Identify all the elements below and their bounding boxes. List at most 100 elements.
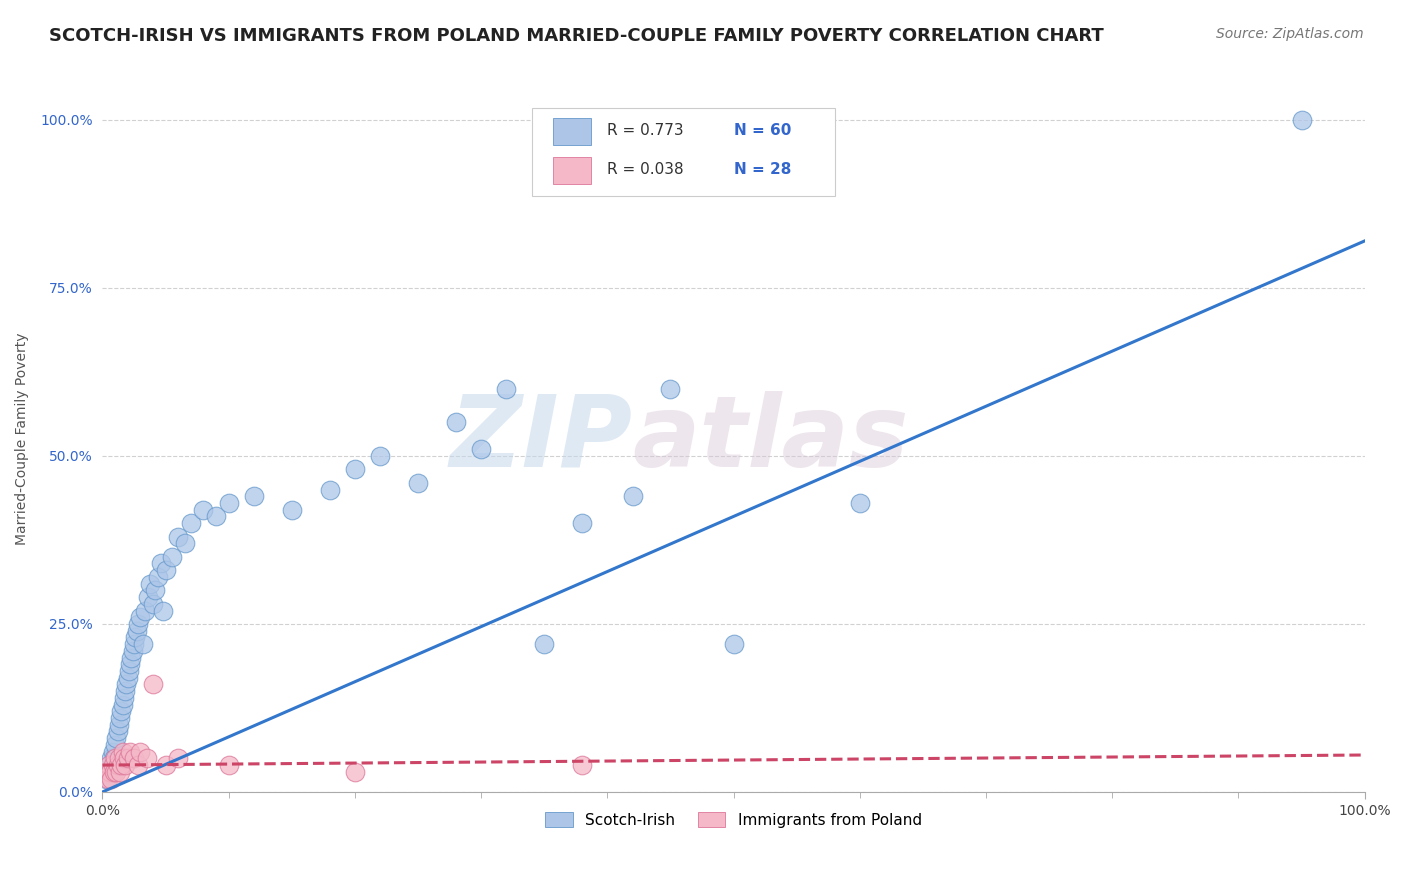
Point: [145, 583, 167, 598]
Point: [155, 758, 177, 772]
Point: [121, 644, 143, 658]
Point: [368, 449, 391, 463]
Point: [571, 758, 593, 772]
Point: [120, 657, 142, 672]
Point: [105, 764, 128, 779]
Point: [114, 758, 136, 772]
Point: [104, 751, 127, 765]
Point: [281, 502, 304, 516]
Text: R = 0.038: R = 0.038: [607, 162, 683, 178]
Point: [125, 624, 148, 638]
Point: [117, 751, 139, 765]
Point: [100, 751, 122, 765]
Point: [134, 603, 156, 617]
Point: [129, 745, 152, 759]
Point: [98, 764, 121, 779]
Point: [152, 603, 174, 617]
Point: [107, 758, 129, 772]
FancyBboxPatch shape: [553, 157, 591, 184]
Point: [160, 549, 183, 564]
Point: [96, 772, 118, 786]
Text: N = 60: N = 60: [734, 123, 792, 138]
Point: [218, 496, 240, 510]
Point: [105, 731, 128, 746]
Point: [173, 536, 195, 550]
Point: [104, 738, 127, 752]
Point: [180, 516, 202, 531]
Point: [444, 415, 467, 429]
Point: [96, 764, 118, 779]
Text: R = 0.773: R = 0.773: [607, 123, 683, 138]
Point: [343, 764, 366, 779]
Point: [343, 462, 366, 476]
Point: [142, 677, 165, 691]
Point: [117, 671, 139, 685]
Point: [129, 610, 152, 624]
Point: [122, 637, 145, 651]
Point: [122, 751, 145, 765]
Point: [318, 483, 340, 497]
Point: [103, 764, 125, 779]
Point: [167, 530, 190, 544]
Point: [659, 382, 682, 396]
Point: [100, 772, 122, 786]
Point: [115, 677, 138, 691]
Point: [155, 563, 177, 577]
Point: [110, 758, 132, 772]
Point: [132, 637, 155, 651]
Text: atlas: atlas: [633, 391, 910, 488]
Point: [111, 698, 134, 712]
Point: [110, 704, 132, 718]
Point: [193, 502, 215, 516]
Point: [127, 758, 149, 772]
Point: [96, 772, 118, 786]
Point: [121, 650, 143, 665]
Point: [146, 570, 169, 584]
Point: [136, 590, 159, 604]
Text: N = 28: N = 28: [734, 162, 792, 178]
Y-axis label: Married-Couple Family Poverty: Married-Couple Family Poverty: [15, 333, 30, 545]
Point: [470, 442, 492, 457]
Point: [114, 684, 136, 698]
Point: [139, 576, 162, 591]
Point: [495, 382, 517, 396]
Point: [533, 637, 555, 651]
Point: [571, 516, 593, 531]
Point: [243, 489, 266, 503]
Point: [135, 751, 157, 765]
Point: [406, 475, 429, 490]
Point: [621, 489, 644, 503]
Legend: Scotch-Irish, Immigrants from Poland: Scotch-Irish, Immigrants from Poland: [540, 805, 928, 834]
Point: [112, 690, 135, 705]
Point: [97, 758, 120, 772]
Point: [124, 631, 146, 645]
Point: [142, 597, 165, 611]
Point: [167, 751, 190, 765]
Point: [127, 617, 149, 632]
Point: [112, 751, 135, 765]
Point: [101, 758, 124, 772]
FancyBboxPatch shape: [553, 118, 591, 145]
Point: [107, 724, 129, 739]
Text: SCOTCH-IRISH VS IMMIGRANTS FROM POLAND MARRIED-COUPLE FAMILY POVERTY CORRELATION: SCOTCH-IRISH VS IMMIGRANTS FROM POLAND M…: [49, 27, 1104, 45]
Point: [108, 764, 131, 779]
Point: [103, 751, 125, 765]
Point: [120, 745, 142, 759]
Text: Source: ZipAtlas.com: Source: ZipAtlas.com: [1216, 27, 1364, 41]
Point: [108, 718, 131, 732]
Point: [149, 557, 172, 571]
Point: [205, 509, 228, 524]
Point: [118, 664, 141, 678]
Point: [96, 764, 118, 779]
Point: [108, 751, 131, 765]
Point: [97, 758, 120, 772]
Text: ZIP: ZIP: [450, 391, 633, 488]
Point: [723, 637, 745, 651]
Point: [849, 496, 872, 510]
Point: [218, 758, 240, 772]
FancyBboxPatch shape: [531, 108, 835, 195]
Point: [108, 711, 131, 725]
Point: [101, 745, 124, 759]
Point: [1291, 112, 1313, 127]
Point: [98, 764, 121, 779]
